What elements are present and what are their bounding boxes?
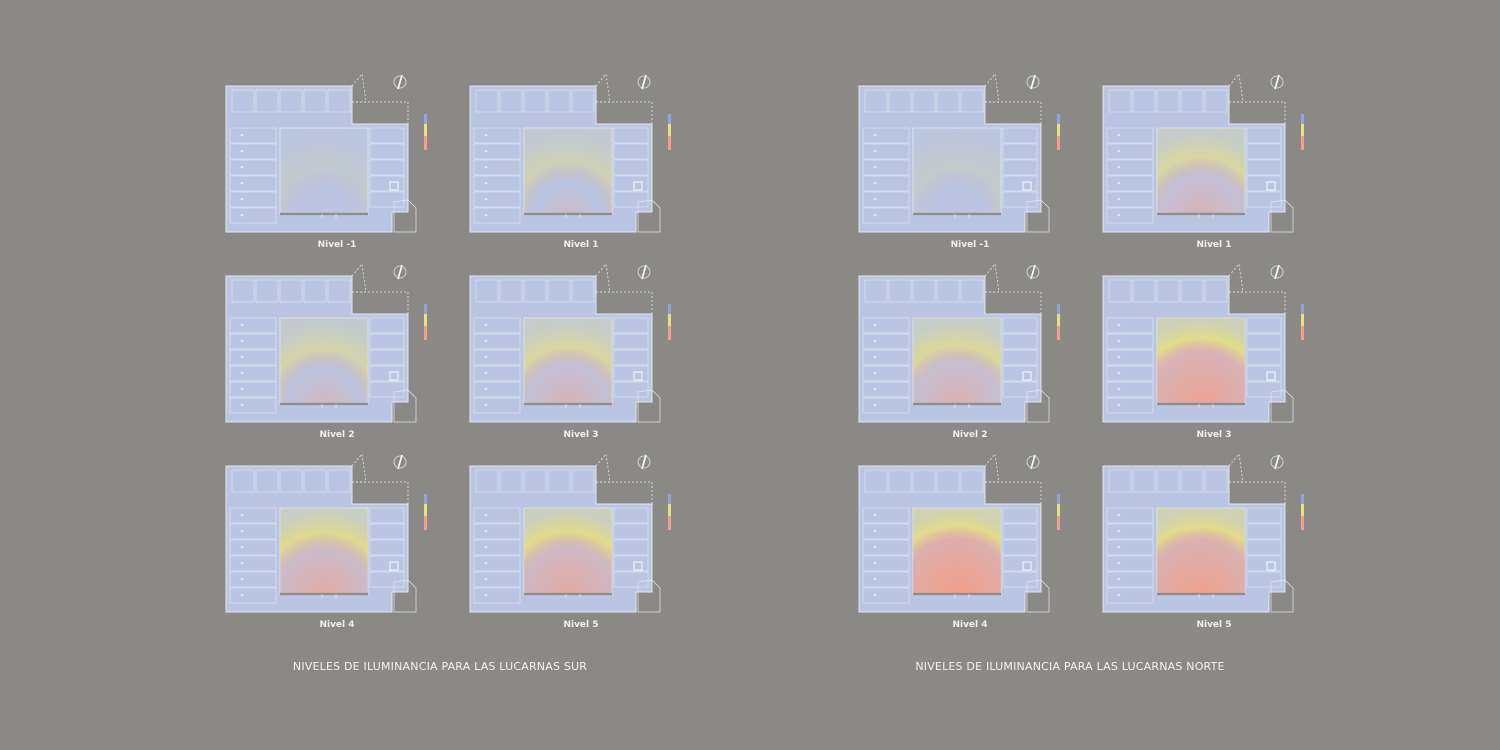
plan-label: Nivel 3 — [1196, 430, 1232, 440]
plan-label: Nivel 1 — [563, 240, 599, 250]
floor-plan: Nivel 3 — [466, 262, 696, 447]
floor-plan: Nivel 1 — [466, 72, 696, 257]
plan-label: Nivel 4 — [319, 620, 355, 630]
plan-label: Nivel -1 — [950, 240, 990, 250]
floor-plan: Nivel 4 — [855, 452, 1085, 637]
plan-label: Nivel 2 — [319, 430, 355, 440]
group-caption-south: NIVELES DE ILUMINANCIA PARA LAS LUCARNAS… — [292, 660, 588, 673]
floor-plan: Nivel -1 — [855, 72, 1085, 257]
plan-label: Nivel 4 — [952, 620, 988, 630]
floor-plan: Nivel -1 — [222, 72, 452, 257]
plan-label: Nivel 2 — [952, 430, 988, 440]
floor-plan: Nivel 4 — [222, 452, 452, 637]
floor-plan: Nivel 5 — [1099, 452, 1329, 637]
floor-plan: Nivel 2 — [222, 262, 452, 447]
group-caption-north: NIVELES DE ILUMINANCIA PARA LAS LUCARNAS… — [915, 660, 1225, 673]
plan-label: Nivel -1 — [317, 240, 357, 250]
floor-plan: Nivel 2 — [855, 262, 1085, 447]
floor-plan: Nivel 1 — [1099, 72, 1329, 257]
plan-label: Nivel 5 — [563, 620, 599, 630]
floor-plan: Nivel 5 — [466, 452, 696, 637]
floor-plan: Nivel 3 — [1099, 262, 1329, 447]
plan-label: Nivel 1 — [1196, 240, 1232, 250]
plan-label: Nivel 5 — [1196, 620, 1232, 630]
plan-label: Nivel 3 — [563, 430, 599, 440]
